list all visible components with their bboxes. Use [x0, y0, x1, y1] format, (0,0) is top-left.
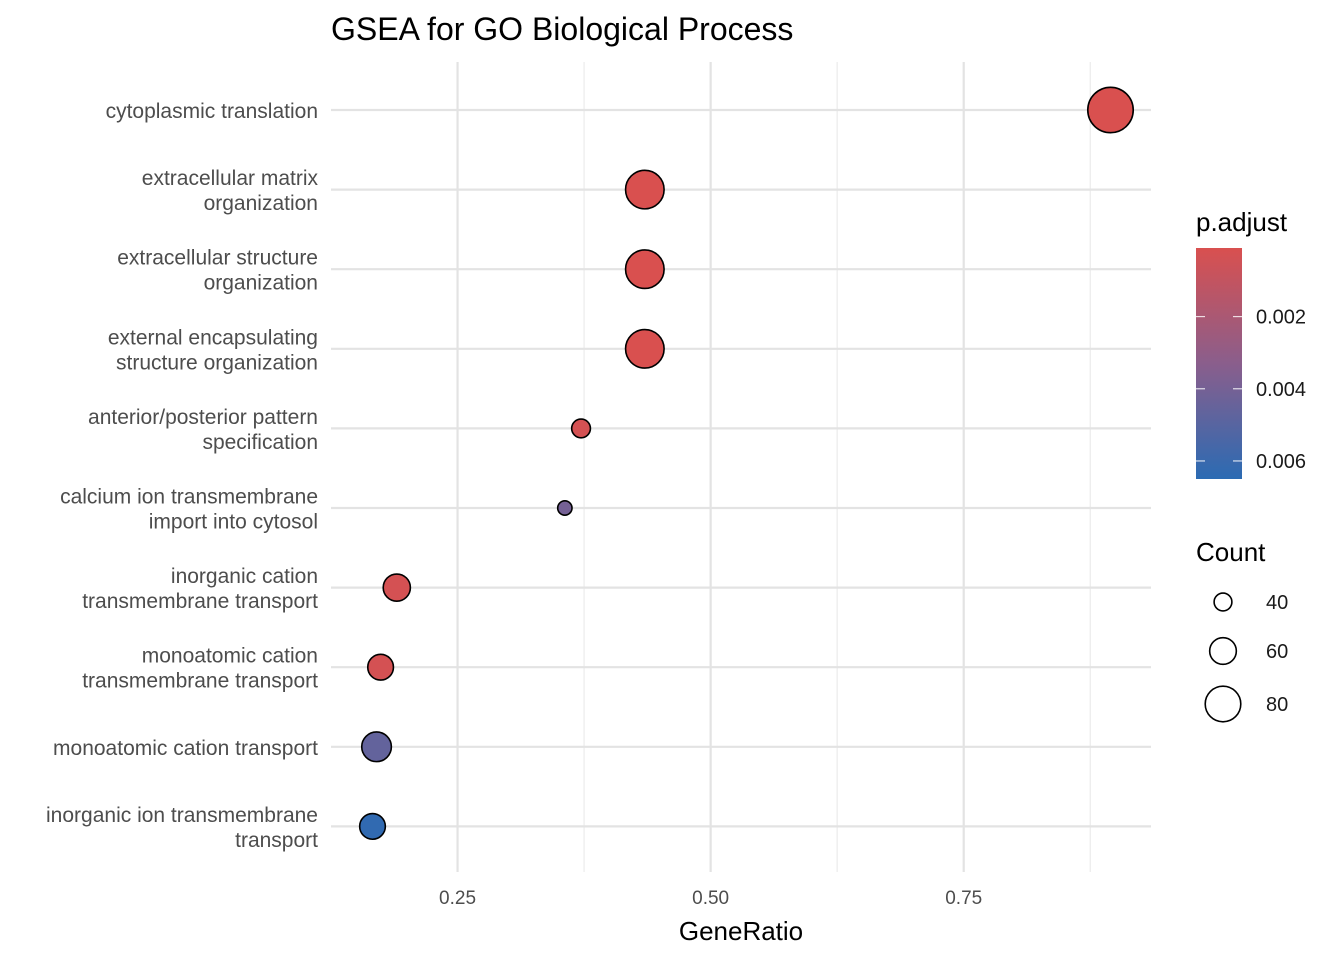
y-axis-label: transmembrane transport [82, 670, 318, 693]
colorbar-label: 0.006 [1256, 451, 1306, 473]
data-point [382, 573, 412, 602]
y-axis-label: monoatomic cation transport [53, 737, 318, 760]
y-axis-label: calcium ion transmembrane [60, 486, 318, 509]
y-axis-labels: cytoplasmic translation extracellular mat… [46, 100, 318, 852]
count-legend-key [1208, 636, 1238, 666]
y-axis-label: transport [235, 829, 318, 852]
data-points [358, 86, 1135, 841]
data-point [1086, 86, 1135, 134]
y-axis-label: external encapsulating [108, 326, 318, 349]
x-axis-ticks: 0.25 0.50 0.75 [439, 888, 982, 909]
y-axis-label: structure organization [116, 351, 318, 374]
count-legend: Count 40 60 80 [1196, 537, 1288, 723]
count-legend-label: 60 [1266, 641, 1288, 663]
y-axis-label: organization [204, 192, 318, 215]
count-legend-label: 80 [1266, 694, 1288, 716]
data-point [624, 249, 665, 290]
x-tick-label: 0.50 [692, 888, 729, 909]
data-point [358, 812, 387, 841]
data-point [624, 169, 665, 210]
y-axis-label: inorganic ion transmembrane [46, 804, 318, 827]
data-point [366, 653, 395, 681]
y-axis-label: cytoplasmic translation [106, 100, 318, 123]
colorbar-label: 0.004 [1256, 379, 1306, 401]
x-tick-label: 0.75 [945, 888, 982, 909]
y-axis-label: monoatomic cation [142, 645, 318, 668]
chart-title: GSEA for GO Biological Process [331, 11, 793, 47]
count-legend-title: Count [1196, 537, 1266, 567]
y-axis-label: extracellular matrix [142, 167, 319, 190]
y-axis-label: transmembrane transport [82, 590, 318, 613]
data-point [360, 731, 393, 763]
data-point [624, 328, 665, 369]
y-axis-label: import into cytosol [149, 511, 318, 534]
y-axis-label: anterior/posterior pattern [88, 406, 318, 429]
data-point [556, 500, 573, 516]
y-axis-label: inorganic cation [171, 565, 318, 588]
grid-lines [331, 62, 1151, 872]
count-legend-key [1213, 592, 1233, 612]
data-point [570, 418, 592, 439]
count-legend-label: 40 [1266, 592, 1288, 614]
p-adjust-colorbar [1196, 248, 1242, 479]
x-tick-label: 0.25 [439, 888, 476, 909]
p-adjust-legend: p.adjust 0.002 0.004 0.006 [1196, 207, 1306, 479]
y-axis-label: specification [202, 431, 318, 454]
count-legend-key [1204, 685, 1242, 723]
y-axis-label: organization [204, 272, 318, 295]
p-adjust-legend-title: p.adjust [1196, 207, 1288, 237]
x-axis-title: GeneRatio [679, 916, 803, 946]
colorbar-label: 0.002 [1256, 307, 1306, 329]
y-axis-label: extracellular structure [117, 247, 318, 270]
